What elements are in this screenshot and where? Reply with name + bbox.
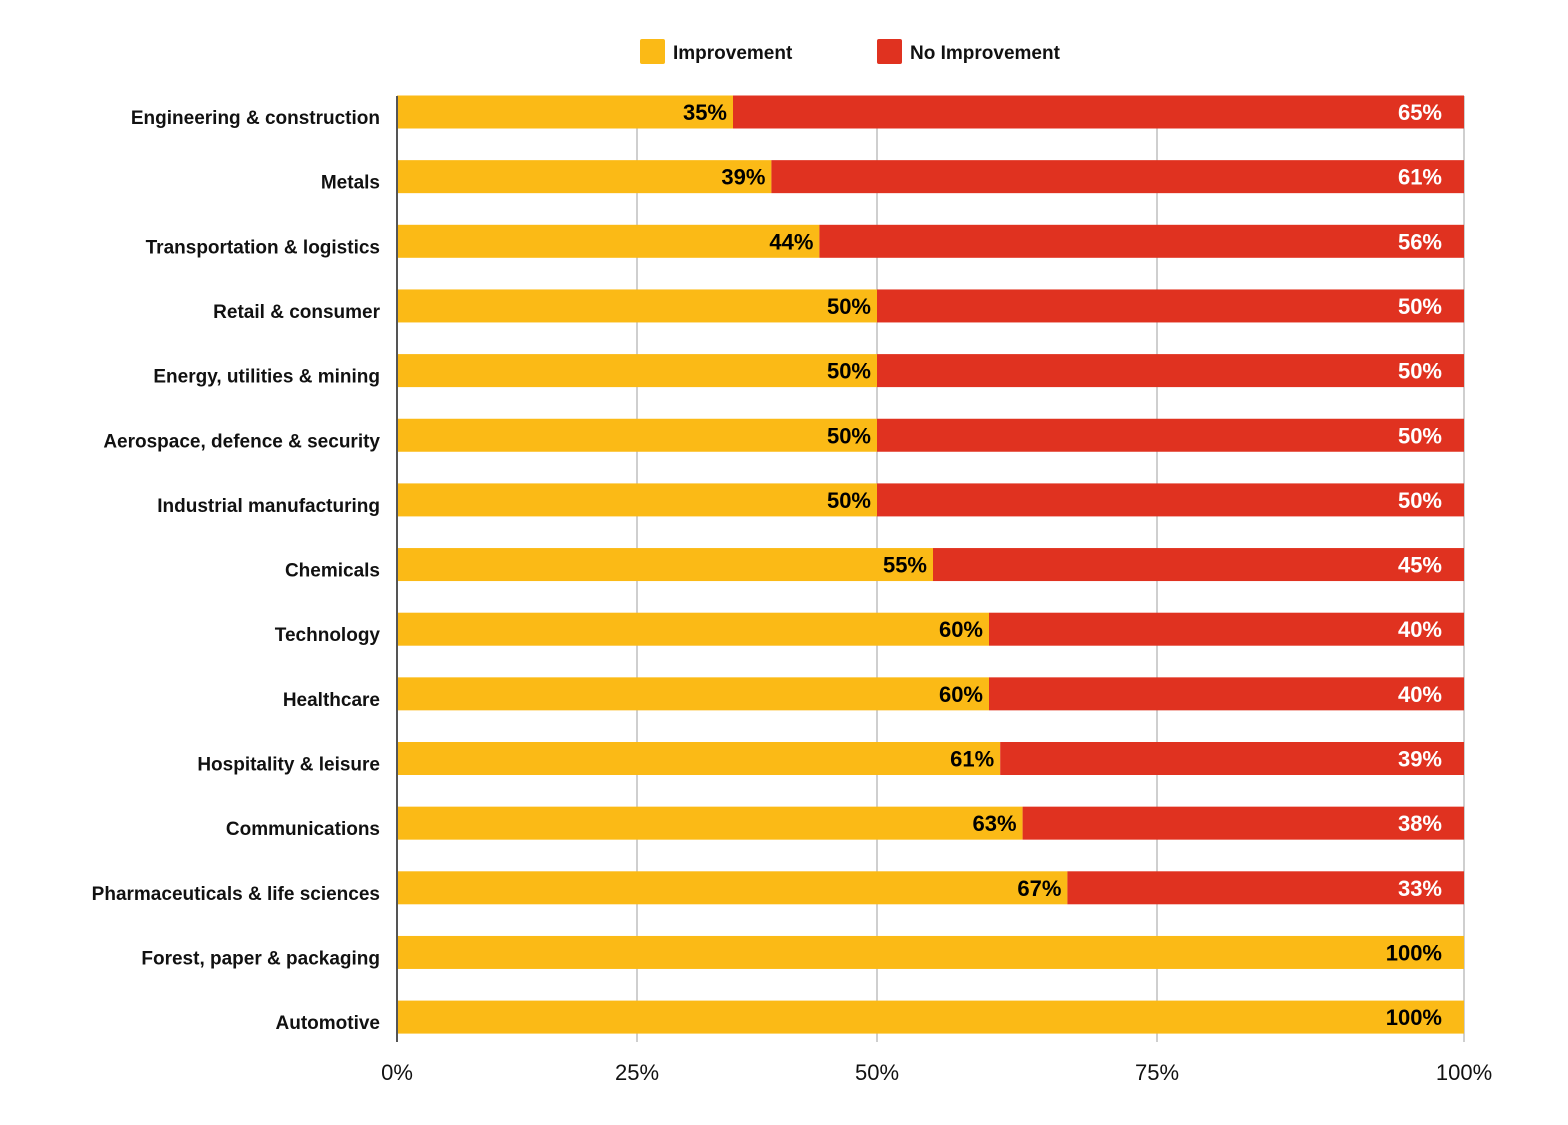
data-label: 40% xyxy=(1398,617,1442,642)
bar-improvement xyxy=(397,742,1001,775)
bar-no-improvement xyxy=(989,677,1464,711)
bar-no-improvement xyxy=(877,418,1464,452)
bar-improvement xyxy=(397,224,820,258)
bar-no-improvement xyxy=(989,612,1464,646)
category-label: Metals xyxy=(321,173,380,194)
data-label: 44% xyxy=(769,229,813,254)
data-label: 39% xyxy=(1398,747,1442,772)
bar-no-improvement xyxy=(771,160,1464,194)
legend-label: No Improvement xyxy=(910,43,1061,64)
x-tick-label: 50% xyxy=(855,1060,899,1085)
x-axis-ticks: 0% 25% 50% 75% 100% xyxy=(381,1060,1492,1085)
data-label: 50% xyxy=(1398,488,1442,513)
data-label: 100% xyxy=(1386,1005,1442,1030)
bar-improvement xyxy=(397,160,772,194)
category-label: Technology xyxy=(275,625,381,646)
legend-swatch xyxy=(877,39,902,64)
category-label: Retail & consumer xyxy=(213,302,380,323)
data-label: 50% xyxy=(1398,423,1442,448)
bar-improvement xyxy=(397,1000,1464,1034)
category-label: Forest, paper & packaging xyxy=(141,948,380,969)
bar-improvement xyxy=(397,548,933,582)
bar-improvement xyxy=(397,354,877,388)
bars: 35% 65% 39% 61% 44% 56% 50% 50% 50% 50% 50% 50% 50% 5… xyxy=(397,95,1464,1034)
data-label: 39% xyxy=(721,165,765,190)
data-label: 100% xyxy=(1386,940,1442,965)
bar-improvement xyxy=(397,418,877,452)
data-label: 50% xyxy=(1398,294,1442,319)
bar-no-improvement xyxy=(819,224,1464,258)
data-label: 50% xyxy=(1398,359,1442,384)
data-label: 50% xyxy=(827,423,871,448)
data-label: 67% xyxy=(1017,876,1061,901)
bar-no-improvement xyxy=(933,548,1464,582)
bar-improvement xyxy=(397,483,877,517)
x-tick-label: 100% xyxy=(1436,1060,1492,1085)
category-label: Engineering & construction xyxy=(131,108,380,129)
bar-no-improvement xyxy=(733,95,1464,129)
data-label: 50% xyxy=(827,488,871,513)
data-label: 56% xyxy=(1398,229,1442,254)
data-label: 61% xyxy=(1398,165,1442,190)
bar-improvement xyxy=(397,677,989,711)
category-label: Communications xyxy=(226,819,380,840)
data-label: 60% xyxy=(939,682,983,707)
bar-no-improvement xyxy=(877,483,1464,517)
data-label: 33% xyxy=(1398,876,1442,901)
category-label: Industrial manufacturing xyxy=(157,496,380,517)
bar-improvement xyxy=(397,806,1023,840)
data-label: 55% xyxy=(883,553,927,578)
category-label: Aerospace, defence & security xyxy=(103,431,380,452)
category-labels: Engineering & construction Metals Transpor… xyxy=(92,108,381,1034)
category-label: Chemicals xyxy=(285,561,380,582)
data-label: 61% xyxy=(950,747,994,772)
bar-no-improvement xyxy=(877,289,1464,323)
bar-improvement xyxy=(397,95,733,129)
bar-no-improvement xyxy=(877,354,1464,388)
bar-improvement xyxy=(397,871,1068,905)
data-label: 50% xyxy=(827,359,871,384)
data-label: 63% xyxy=(973,811,1017,836)
data-label: 35% xyxy=(683,100,727,125)
x-tick-label: 75% xyxy=(1135,1060,1179,1085)
bar-no-improvement xyxy=(1067,871,1464,905)
bar-improvement xyxy=(397,935,1464,969)
legend-label: Improvement xyxy=(673,43,793,64)
category-label: Healthcare xyxy=(283,690,380,711)
category-label: Automotive xyxy=(276,1013,381,1034)
data-label: 50% xyxy=(827,294,871,319)
data-label: 60% xyxy=(939,617,983,642)
data-label: 38% xyxy=(1398,811,1442,836)
data-label: 65% xyxy=(1398,100,1442,125)
bar-no-improvement xyxy=(1000,742,1464,775)
x-tick-label: 0% xyxy=(381,1060,413,1085)
category-label: Hospitality & leisure xyxy=(197,755,380,776)
bar-improvement xyxy=(397,289,877,323)
category-label: Pharmaceuticals & life sciences xyxy=(92,884,380,905)
data-label: 40% xyxy=(1398,682,1442,707)
x-tick-label: 25% xyxy=(615,1060,659,1085)
category-label: Energy, utilities & mining xyxy=(153,367,380,388)
bar-no-improvement xyxy=(1022,806,1464,840)
legend: Improvement No Improvement xyxy=(640,39,1061,64)
category-label: Transportation & logistics xyxy=(146,237,380,258)
legend-swatch xyxy=(640,39,665,64)
data-label: 45% xyxy=(1398,553,1442,578)
bar-improvement xyxy=(397,612,989,646)
